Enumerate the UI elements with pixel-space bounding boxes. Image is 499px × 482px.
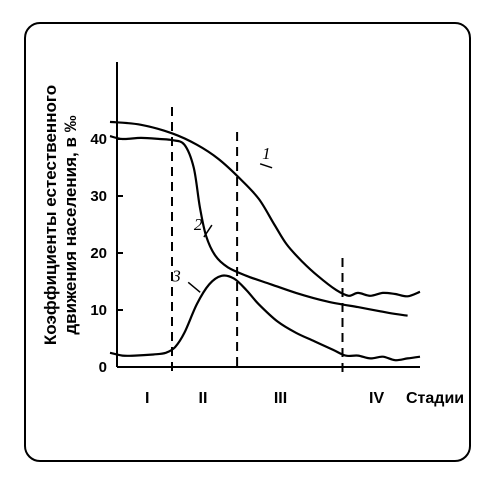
x-axis-title: Стадии: [406, 390, 464, 407]
y-axis-title-line2: движения населения, в ‰: [61, 115, 80, 334]
stage-label: I: [145, 390, 149, 407]
series-line-2: [109, 135, 408, 317]
y-tick-label: 40: [90, 131, 107, 148]
series-line-1: [109, 120, 421, 298]
y-tick-label: 10: [90, 302, 107, 319]
y-tick-label: 20: [90, 245, 107, 262]
y-tick-label: 0: [99, 359, 107, 376]
y-axis-title-line1: Коэффициенты естественного: [41, 85, 60, 345]
series-label-2: 2: [194, 215, 203, 234]
series-label-leader: [259, 163, 273, 169]
series-label-3: 3: [171, 266, 181, 285]
y-tick-label: 30: [90, 188, 107, 205]
series-line-3: [109, 274, 421, 362]
series-label-1: 1: [262, 144, 271, 163]
chart-frame: [24, 22, 471, 462]
stage-label: IV: [369, 390, 384, 407]
series-label-leader: [203, 224, 213, 238]
series-label-leader: [187, 281, 201, 293]
stage-label: II: [199, 390, 208, 407]
stage-label: III: [274, 390, 287, 407]
